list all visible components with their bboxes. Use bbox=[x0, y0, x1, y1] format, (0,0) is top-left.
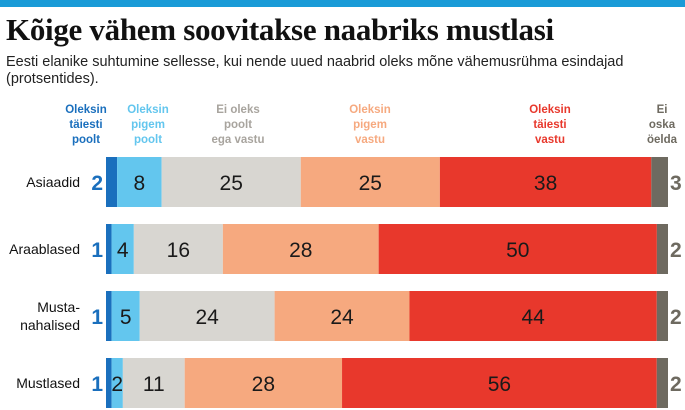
data-label: 56 bbox=[488, 373, 511, 396]
top-accent-bar bbox=[0, 0, 685, 7]
bar-segment bbox=[300, 157, 440, 207]
data-label: 2 bbox=[670, 239, 682, 262]
data-label: 5 bbox=[120, 306, 132, 329]
data-label: 38 bbox=[534, 172, 557, 195]
bar-segment bbox=[656, 291, 668, 341]
chart-title: Kõige vähem soovitakse naabriks mustlasi bbox=[6, 12, 554, 47]
data-label: 28 bbox=[289, 239, 312, 262]
bar-segment bbox=[409, 291, 657, 341]
bar-segment bbox=[111, 224, 134, 274]
category-label: Musta-nahalised bbox=[20, 299, 80, 333]
bar-segment bbox=[122, 358, 185, 408]
legend-label: Oleksin pigem vastu bbox=[349, 104, 391, 146]
data-label: 8 bbox=[134, 172, 146, 195]
data-label: 28 bbox=[252, 373, 275, 396]
bar-segment bbox=[117, 157, 162, 207]
bar-segment bbox=[106, 358, 112, 408]
chart-subtitle: Eesti elanike suhtumine sellesse, kui ne… bbox=[6, 54, 624, 87]
legend-label: Ei oleks poolt ega vastu bbox=[211, 104, 264, 146]
category-label: Araablased bbox=[9, 241, 80, 257]
bar-segment bbox=[656, 224, 668, 274]
bar-segment bbox=[161, 157, 301, 207]
data-label: 2 bbox=[111, 373, 123, 396]
bar-segment bbox=[651, 157, 668, 207]
legend-label: Oleksin täiesti vastu bbox=[529, 104, 571, 146]
data-label: 11 bbox=[143, 373, 165, 396]
bar-segment bbox=[656, 358, 668, 408]
data-label: 3 bbox=[670, 172, 682, 195]
data-label: 4 bbox=[117, 239, 129, 262]
data-label: 25 bbox=[220, 172, 243, 195]
data-label: 2 bbox=[91, 172, 103, 195]
data-label: 24 bbox=[330, 306, 354, 329]
data-label: 1 bbox=[91, 306, 103, 329]
bar-segment bbox=[378, 224, 657, 274]
bar-segment bbox=[106, 157, 118, 207]
bar-segment bbox=[133, 224, 223, 274]
legend-label: Oleksin täiesti poolt bbox=[65, 104, 107, 146]
legend-label: Oleksin pigem poolt bbox=[127, 104, 169, 146]
legend-label: Ei oska öelda bbox=[647, 104, 678, 146]
data-label: 1 bbox=[91, 239, 103, 262]
bar-segment bbox=[274, 291, 410, 341]
bar-segment bbox=[342, 358, 657, 408]
bar-segment bbox=[439, 157, 652, 207]
bar-segment bbox=[106, 224, 112, 274]
data-label: 24 bbox=[195, 306, 219, 329]
bar-segment bbox=[222, 224, 379, 274]
bar-segment bbox=[139, 291, 275, 341]
data-label: 1 bbox=[91, 373, 103, 396]
bar-segment bbox=[106, 291, 112, 341]
bar-segment bbox=[111, 291, 140, 341]
bar-segment bbox=[184, 358, 343, 408]
data-label: 2 bbox=[670, 373, 682, 396]
bar-segment bbox=[111, 358, 123, 408]
category-label: Mustlased bbox=[16, 375, 80, 391]
data-label: 16 bbox=[167, 239, 190, 262]
category-label: Asiaadid bbox=[26, 174, 80, 190]
data-label: 50 bbox=[506, 239, 529, 262]
data-label: 2 bbox=[670, 306, 682, 329]
data-label: 44 bbox=[521, 306, 545, 329]
data-label: 25 bbox=[359, 172, 382, 195]
